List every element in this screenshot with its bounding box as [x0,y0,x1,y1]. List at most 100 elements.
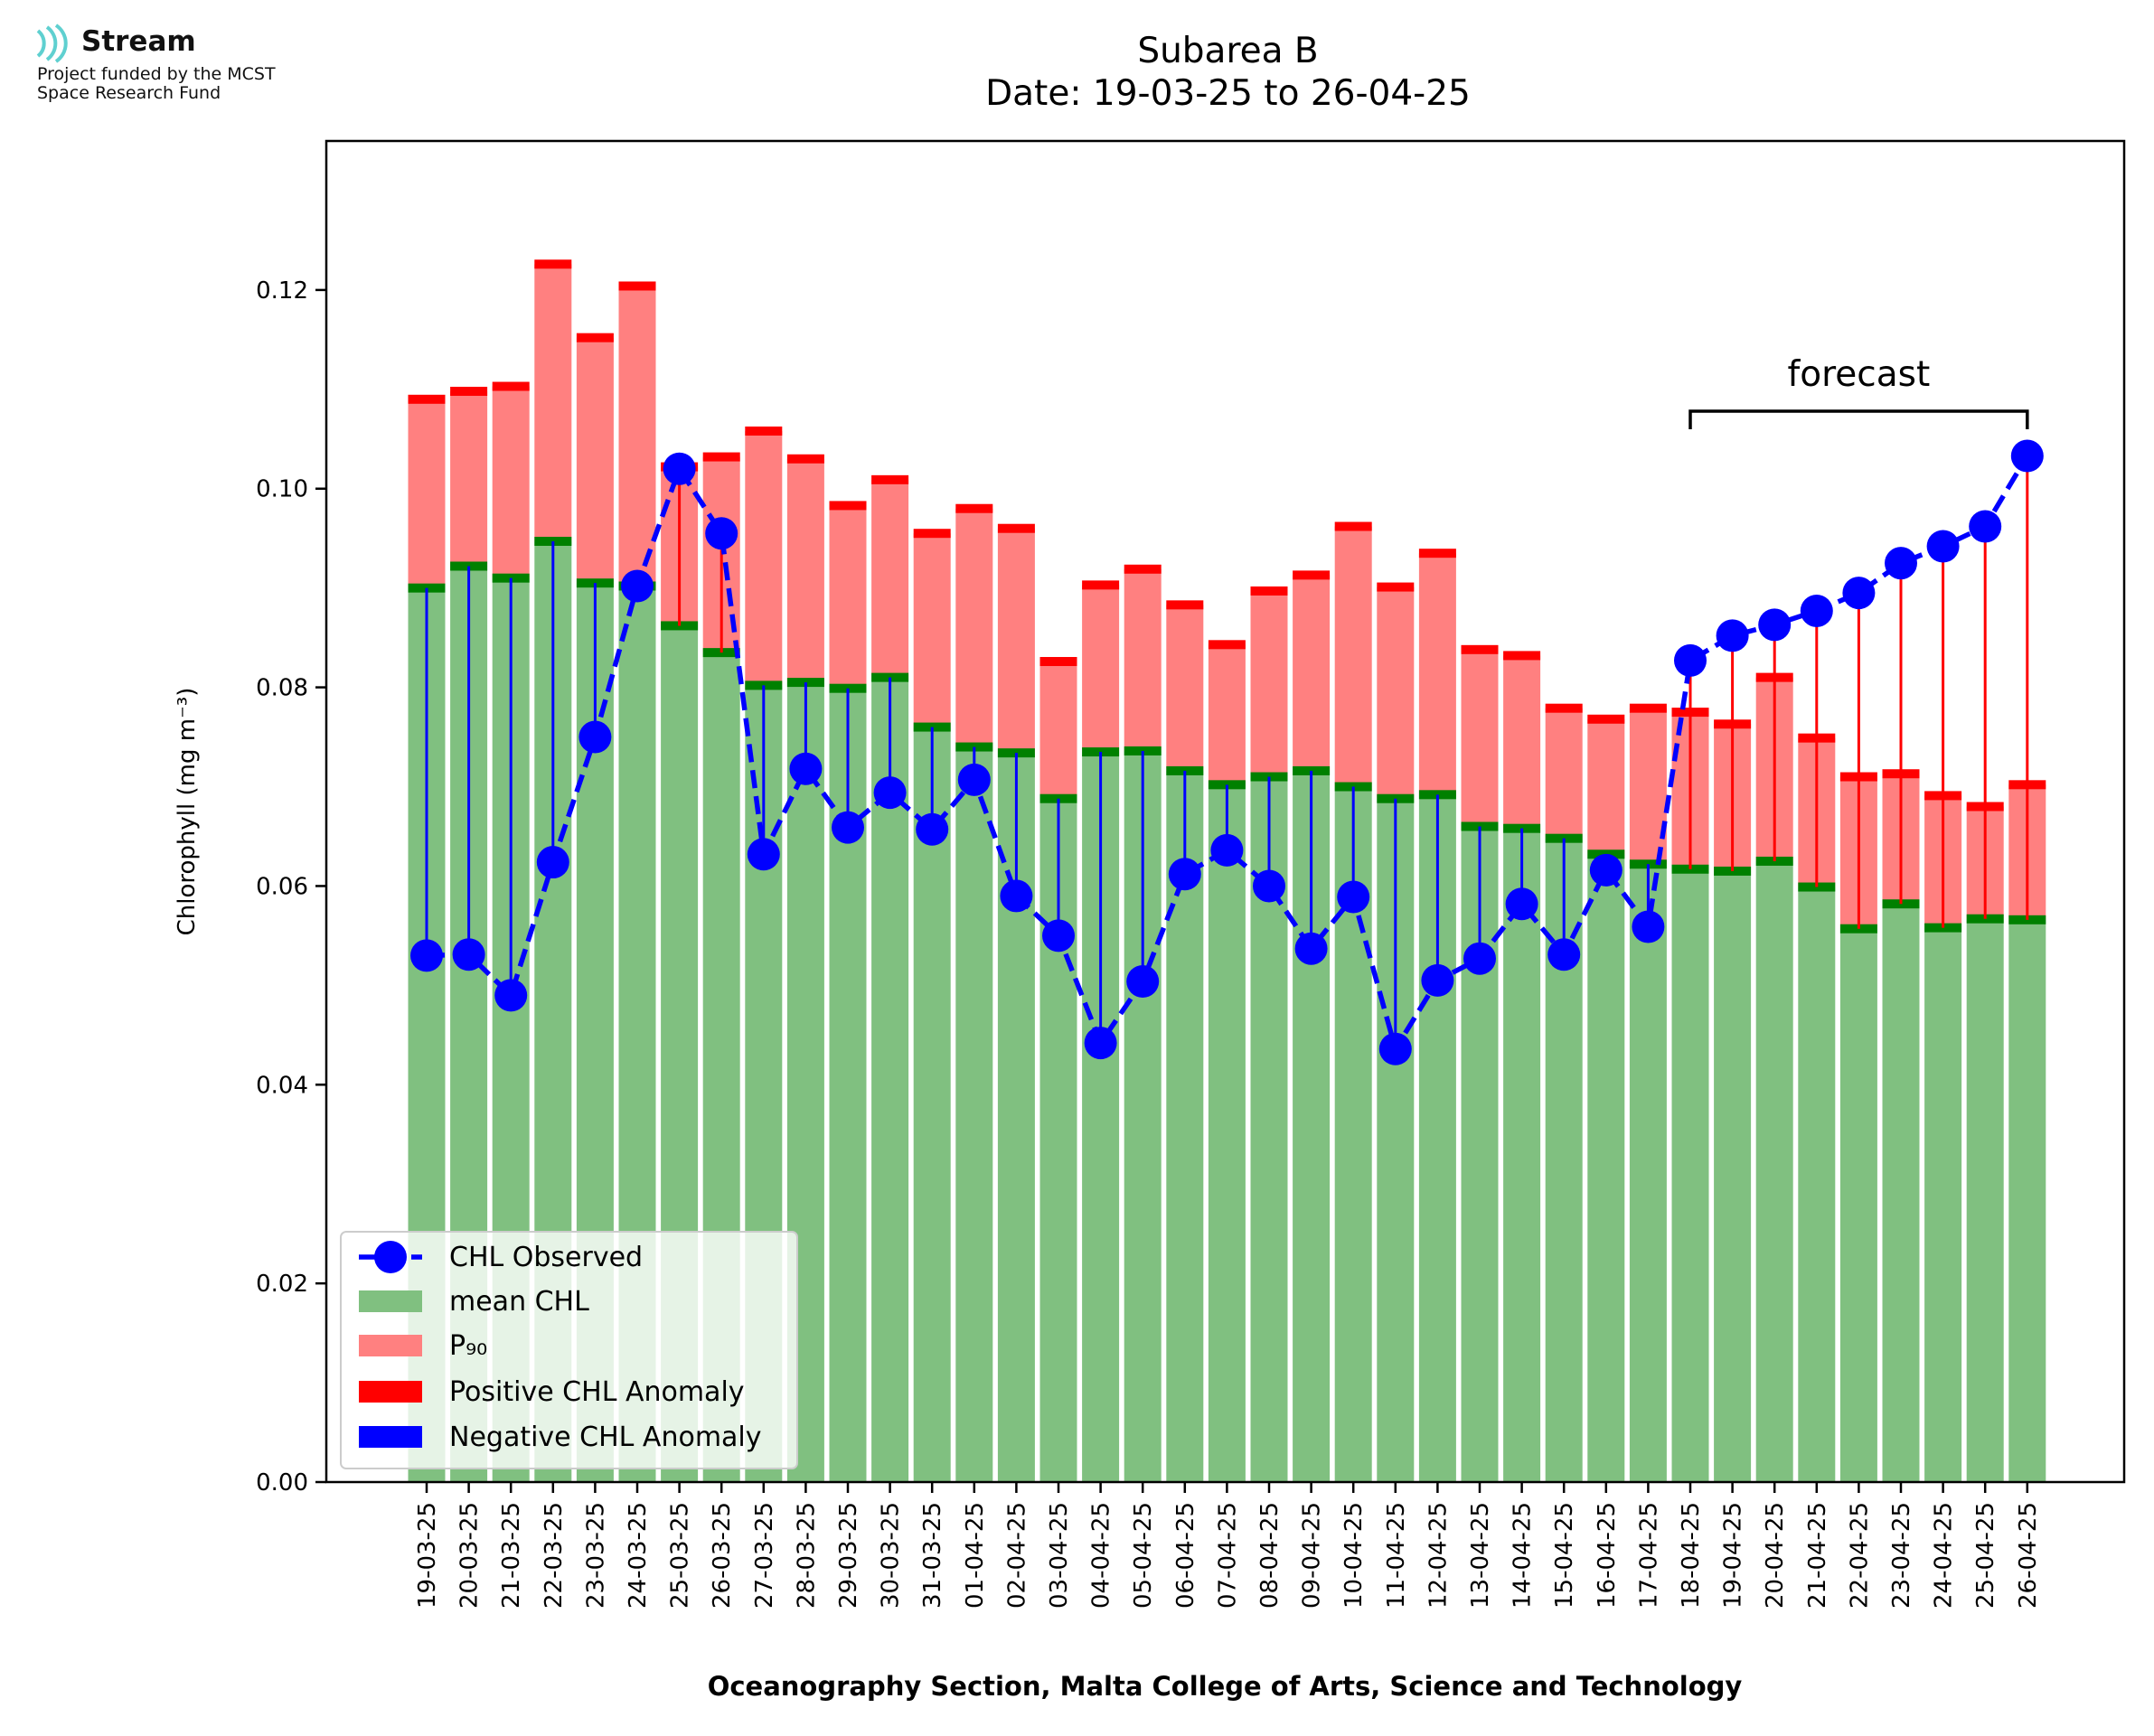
observed-point-31-03-25 [916,812,949,846]
observed-point-04-04-25 [1084,1027,1117,1060]
observed-point-25-03-25 [663,452,696,485]
p90-bar-13-04-25 [1461,649,1499,827]
x-tick-label-10-04-25: 10-04-25 [1340,1502,1368,1609]
p90-cap-05-04-25 [1124,564,1162,574]
p90-bar-19-03-25 [408,399,446,588]
chart-title-line2: Date: 19-03-25 to 26-04-25 [985,73,1471,114]
observed-point-28-03-25 [789,752,823,785]
p90-cap-10-04-25 [1334,521,1372,531]
x-tick-label-26-03-25: 26-03-25 [709,1502,736,1609]
observed-point-16-04-25 [1589,853,1623,887]
legend: CHL Observed mean CHL P₉₀ Positive CHL Anom… [340,1231,798,1469]
x-tick-label-15-04-25: 15-04-25 [1551,1502,1578,1609]
observed-point-10-04-25 [1337,880,1370,914]
p90-cap-30-03-25 [871,474,909,484]
p90-bar-11-04-25 [1377,586,1415,799]
p90-bar-02-04-25 [997,528,1035,754]
x-axis-label: Oceanography Section, Malta College of A… [708,1671,1743,1702]
x-tick-label-17-04-25: 17-04-25 [1635,1502,1662,1609]
observed-point-01-04-25 [957,763,991,796]
p90-cap-31-03-25 [913,529,951,539]
x-tick-label-04-04-25: 04-04-25 [1088,1502,1115,1609]
x-tick-label-01-04-25: 01-04-25 [962,1502,989,1609]
x-tick-label-22-04-25: 22-04-25 [1846,1502,1873,1609]
p90-cap-26-03-25 [702,452,740,462]
x-tick-label-26-04-25: 26-04-25 [2015,1502,2042,1609]
observed-point-24-03-25 [621,569,654,603]
x-tick-label-20-03-25: 20-03-25 [456,1502,484,1609]
legend-swatch-4 [359,1426,422,1448]
mean-bar-24-04-25 [1924,927,1962,1482]
x-tick-label-27-03-25: 27-03-25 [751,1502,778,1609]
observed-point-02-04-25 [1000,879,1033,913]
x-tick-label-19-04-25: 19-04-25 [1720,1502,1747,1609]
y-tick-label-0.10: 0.10 [256,476,308,503]
observed-point-30-03-25 [873,776,907,810]
p90-cap-04-04-25 [1082,580,1120,590]
p90-bar-22-03-25 [534,264,572,542]
observed-point-27-03-25 [747,838,780,871]
p90-cap-14-04-25 [1503,651,1541,661]
legend-label-1: mean CHL [449,1286,589,1318]
mean-bar-16-04-25 [1587,854,1625,1482]
x-tick-label-03-04-25: 03-04-25 [1046,1502,1073,1609]
mean-bar-07-04-25 [1208,784,1246,1482]
legend-swatch-1 [359,1290,422,1312]
legend-label-4: Negative CHL Anomaly [449,1422,762,1453]
p90-bar-31-03-25 [913,533,951,727]
x-tick-label-21-03-25: 21-03-25 [498,1502,525,1609]
logo-subtitle-line2: Space Research Fund [37,83,221,103]
x-tick-label-23-04-25: 23-04-25 [1888,1502,1915,1609]
x-tick-label-25-04-25: 25-04-25 [1972,1502,1999,1609]
mean-bar-21-04-25 [1798,887,1836,1482]
mean-bar-30-03-25 [871,677,909,1482]
x-tick-label-08-04-25: 08-04-25 [1256,1502,1284,1609]
legend-swatch-3 [359,1381,422,1403]
p90-cap-13-04-25 [1461,644,1499,654]
p90-bar-03-04-25 [1039,662,1077,799]
x-tick-label-13-04-25: 13-04-25 [1467,1502,1494,1609]
p90-bar-09-04-25 [1293,575,1331,771]
mean-bar-26-04-25 [2008,919,2046,1482]
x-tick-label-24-03-25: 24-03-25 [625,1502,652,1609]
p90-cap-20-03-25 [450,387,488,397]
p90-bar-12-04-25 [1418,553,1456,795]
x-tick-label-24-04-25: 24-04-25 [1931,1502,1958,1609]
legend-observed-marker-handle [374,1241,407,1273]
legend-box [340,1231,798,1469]
x-axis: 19-03-25 20-03-25 21-03-25 22-03-25 23-03-25… [414,1482,2042,1609]
x-tick-label-29-03-25: 29-03-25 [835,1502,862,1609]
p90-bar-24-03-25 [618,286,656,586]
observed-point-15-04-25 [1547,938,1581,971]
observed-point-21-04-25 [1800,594,1833,627]
p90-cap-11-04-25 [1377,582,1415,592]
p90-cap-02-04-25 [997,523,1035,533]
x-tick-label-31-03-25: 31-03-25 [919,1502,946,1609]
observed-point-23-03-25 [578,720,612,754]
observed-point-12-04-25 [1421,963,1454,997]
stream-waves-icon [36,23,68,63]
p90-bar-06-04-25 [1166,605,1204,771]
observed-point-17-04-25 [1632,910,1665,943]
y-tick-label-0.06: 0.06 [256,873,308,900]
p90-bar-21-03-25 [492,386,530,578]
bars-layer [408,259,2046,1482]
mean-bar-25-04-25 [1966,918,2004,1482]
p90-cap-07-04-25 [1208,640,1246,650]
chart-title: Subarea B Date: 19-03-25 to 26-04-25 [0,31,2154,114]
legend-label-0: CHL Observed [449,1242,643,1273]
p90-cap-16-04-25 [1587,714,1625,724]
observed-point-21-03-25 [494,979,528,1012]
observed-point-22-03-25 [536,846,569,879]
mean-bar-31-03-25 [913,727,951,1482]
mean-bar-22-04-25 [1839,928,1877,1482]
observed-point-20-04-25 [1758,608,1792,642]
y-tick-label-0.04: 0.04 [256,1072,308,1099]
observed-point-09-04-25 [1294,932,1328,965]
x-tick-label-28-03-25: 28-03-25 [793,1502,820,1609]
observed-point-08-04-25 [1253,869,1285,903]
p90-cap-21-03-25 [492,381,530,391]
p90-cap-24-03-25 [618,281,656,291]
forecast-bracket-line [1688,409,2029,429]
